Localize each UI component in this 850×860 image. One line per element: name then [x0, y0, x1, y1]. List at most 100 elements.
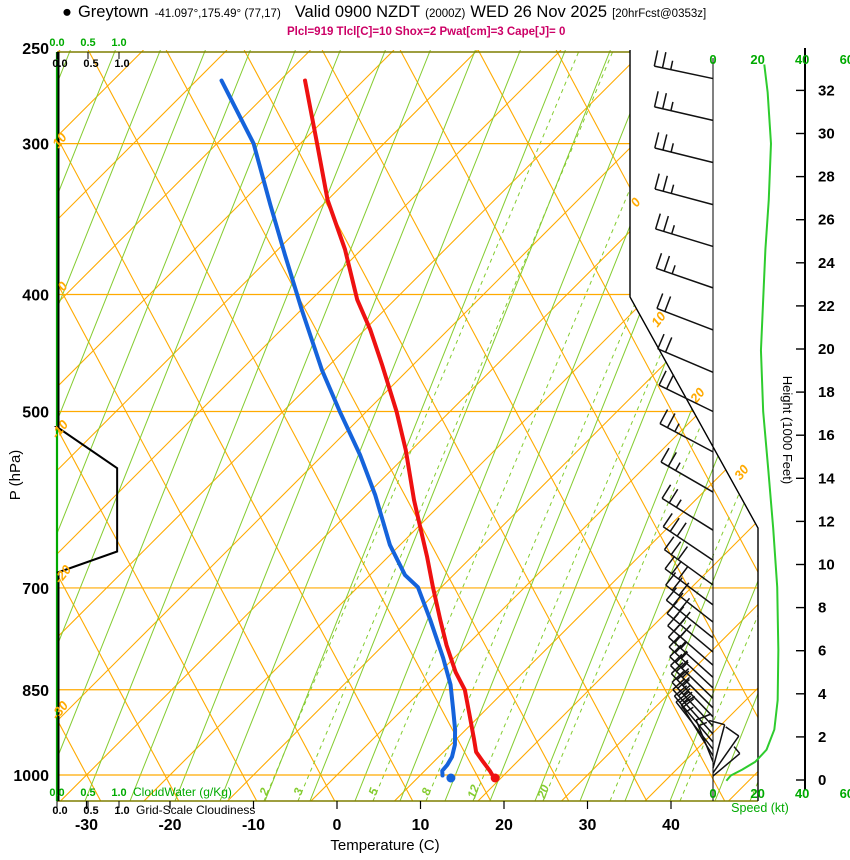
cloudwater-scale-label-bottom: 0.5	[80, 787, 95, 799]
adiabat-value-label: -10	[48, 417, 72, 442]
isotherm-line	[561, 50, 758, 801]
wind-barb-staff	[668, 646, 714, 689]
adiabat-value-label: -20	[51, 562, 75, 587]
pressure-axis-title: P (hPa)	[7, 450, 24, 501]
height-axis-label: 10	[818, 557, 835, 574]
valid-date: WED 26 Nov 2025	[470, 3, 608, 21]
wind-barb-feather	[675, 659, 689, 673]
adiabat-value-label: -30	[48, 698, 72, 723]
wind-barb	[655, 252, 714, 289]
height-axis-label: 6	[818, 643, 826, 660]
wind-barb-staff	[656, 267, 714, 289]
mixing-ratio-label: 8	[419, 786, 435, 797]
mixing-ratio-line	[372, 50, 689, 801]
height-axis-label: 4	[818, 686, 827, 703]
moist-adiabat-line	[354, 50, 656, 801]
wind-barb	[661, 484, 714, 531]
valid-time: Valid 0900 NZDT	[294, 3, 421, 21]
valid-utc: (2000Z)	[425, 8, 466, 20]
wind-barb-feather	[665, 374, 675, 390]
wind-barb-staff	[667, 625, 714, 666]
wind-barb-feather	[653, 91, 659, 108]
wind-barb-feather	[667, 613, 679, 627]
wind-barb-staff	[695, 719, 714, 763]
wind-barb-staff	[712, 724, 726, 769]
wind-barb-half-feather	[675, 499, 682, 508]
wind-barb-feather	[679, 691, 693, 704]
adiabat-value-label: 30	[731, 461, 752, 482]
moist-adiabat-line	[57, 50, 206, 801]
wind-barb-feather	[675, 691, 690, 703]
wind-barb-feather	[677, 684, 691, 697]
dry-adiabat-line	[57, 50, 414, 801]
height-axis-label: 22	[818, 298, 835, 315]
wind-barb-feather	[695, 713, 712, 721]
wind-barb-feather	[677, 565, 689, 580]
wind-barb-staff	[670, 673, 714, 718]
cloudiness-profile-line	[53, 52, 119, 801]
grid-group	[57, 50, 850, 801]
wind-barb	[667, 624, 714, 678]
pressure-axis-label: 1000	[13, 768, 49, 785]
wind-barb-staff	[661, 497, 714, 531]
cloudwater-scale-label-bottom: 0.0	[49, 787, 64, 799]
wind-barb	[659, 409, 714, 453]
wind-barb-feather	[662, 513, 673, 528]
isotherm-line	[57, 50, 311, 801]
wind-barb-feather	[656, 293, 664, 309]
wind-barb-feather	[725, 726, 740, 737]
cloudwater-scale-label-top: 0.0	[49, 37, 64, 49]
temp-axis-label: 10	[412, 817, 430, 834]
dewpoint-curve	[219, 78, 458, 778]
wind-barb-feather	[664, 337, 673, 353]
wind-barb-feather	[663, 536, 675, 551]
wind-barb-staff	[669, 656, 714, 699]
wind-barb-feather	[666, 413, 676, 428]
wind-barb	[670, 662, 714, 718]
height-axis-label: 14	[818, 470, 835, 487]
wind-barb-staff	[712, 752, 741, 777]
wind-barb-half-feather	[670, 101, 674, 111]
wind-barb-staff	[672, 689, 714, 735]
wind-barb-feather	[664, 555, 676, 570]
moist-adiabat-line	[129, 50, 431, 801]
wind-speed-curve	[725, 64, 780, 782]
pressure-axis-label: 700	[22, 581, 49, 598]
wind-barb	[670, 653, 714, 709]
isotherm-line	[143, 50, 758, 801]
cloudiness-scale-label-bottom: 1.0	[114, 805, 129, 817]
isotherm-line	[477, 50, 758, 801]
wind-barb-feather	[669, 517, 680, 532]
wind-barb-staff	[654, 188, 714, 206]
wind-barb-feather	[674, 630, 686, 644]
wind-barb	[673, 685, 714, 743]
isotherm-line	[394, 50, 758, 801]
wind-barb-half-feather	[670, 225, 676, 235]
wind-barb	[671, 670, 714, 727]
wind-barb-feather	[671, 670, 685, 683]
dry-adiabat-line	[57, 50, 336, 801]
wind-barb-feather	[659, 409, 669, 425]
wind-barb-staff	[654, 147, 714, 164]
mixing-ratio-label: 12	[464, 783, 482, 801]
cloudiness-axis-title: Grid-Scale Cloudiness	[136, 803, 255, 817]
wind-barb-half-feather	[683, 687, 691, 696]
wind-barb	[668, 634, 714, 689]
wind-barb-feather	[666, 600, 678, 614]
moist-adiabat-line	[57, 50, 251, 801]
wind-barb-half-feather	[685, 706, 694, 713]
height-axis-label: 8	[818, 600, 826, 617]
wind-barb-feather	[680, 695, 696, 706]
moist-adiabat-line	[805, 50, 850, 801]
dry-adiabat-line	[165, 50, 570, 801]
wind-barb-staff	[666, 612, 714, 653]
wind-barb	[712, 726, 740, 774]
dry-adiabat-line	[57, 50, 258, 801]
wind-barb-half-feather	[681, 661, 689, 669]
isotherm-line	[57, 50, 645, 801]
height-axis-title: Height (1000 Feet)	[780, 376, 795, 484]
wind-barb-feather	[671, 560, 683, 575]
station-name: Greytown	[77, 3, 149, 21]
wind-barb-staff	[664, 549, 714, 586]
